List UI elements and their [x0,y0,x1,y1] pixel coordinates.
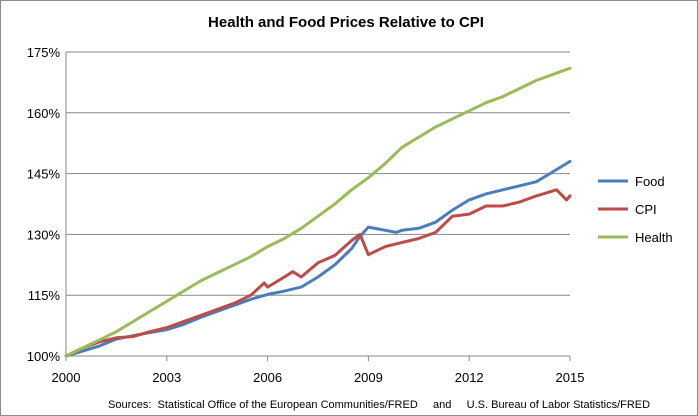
legend-label-cpi: CPI [635,202,657,217]
y-tick-label: 130% [27,227,61,242]
y-axis-tick-labels: 100% 115% 130% 145% 160% 175% [27,45,61,364]
series-line-food [64,159,572,358]
axes [65,52,571,361]
x-tick-label: 2009 [354,370,383,385]
series-line-health [64,66,572,358]
y-tick-label: 115% [28,288,61,303]
x-tick-label: 2003 [152,370,181,385]
x-tick-label: 2015 [556,370,585,385]
series-line-cpi [64,188,572,358]
legend-label-food: Food [635,174,665,189]
x-tick-label: 2006 [253,370,282,385]
x-tick-label: 2012 [455,370,484,385]
x-axis-tick-labels: 2000 2003 2006 2009 2012 2015 [52,370,585,385]
gridlines [66,51,570,296]
series-lines [64,66,572,358]
y-tick-label: 160% [27,106,61,121]
source-note: Sources: Statistical Office of the Europ… [108,399,650,411]
legend-label-health: Health [635,230,673,245]
x-tick-label: 2000 [52,370,81,385]
y-tick-label: 145% [27,167,61,182]
chart-title: Health and Food Prices Relative to CPI [208,14,484,31]
legend: Food CPI Health [598,174,673,245]
y-tick-label: 100% [27,349,61,364]
y-tick-label: 175% [27,45,61,60]
